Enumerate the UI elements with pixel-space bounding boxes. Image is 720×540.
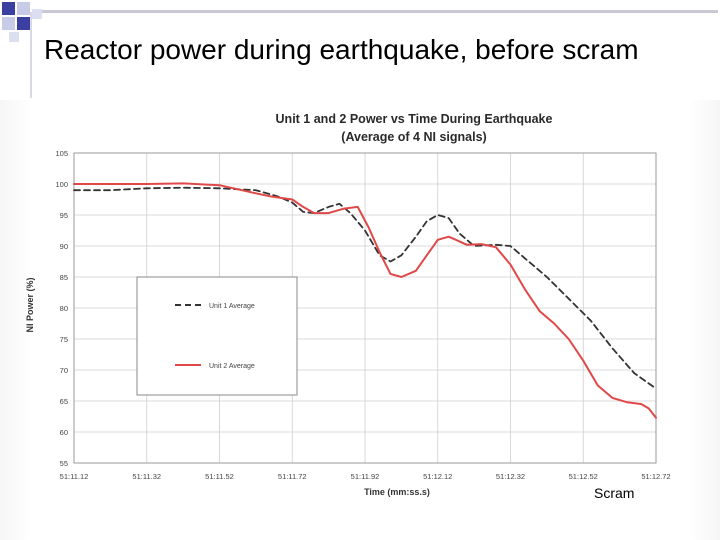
series-lines [73,182,657,419]
x-tick-label: 51:12.12 [423,472,452,481]
y-tick-label: 105 [55,149,68,158]
legend: Unit 1 Average Unit 2 Average [136,276,298,396]
y-axis-label: NI Power (%) [25,277,35,332]
legend-box [136,276,298,396]
corner-square-6 [9,32,19,42]
x-tick-label: 51:11.12 [60,472,89,481]
y-tick-label: 65 [60,397,68,406]
x-tick-label: 51:11.32 [132,472,161,481]
x-tick-label: 51:11.92 [351,472,380,481]
corner-square-1 [2,2,15,15]
x-tick-label: 51:11.72 [278,472,307,481]
plot-frame [73,152,657,464]
title-rule [42,10,718,13]
y-tick-label: 55 [60,459,68,468]
slide-background [0,100,720,540]
y-tick-label: 80 [60,304,68,313]
y-tick-label: 60 [60,428,68,437]
corner-square-3 [2,17,15,30]
slide-title: Reactor power during earthquake, before … [44,34,639,65]
x-tick-label: 51:12.72 [641,472,670,481]
scram-annotation: Scram [594,485,635,501]
x-tick-label: 51:12.52 [569,472,598,481]
x-tick-label: 51:12.32 [496,472,525,481]
x-axis-label: Time (mm:ss.s) [364,487,430,497]
y-tick-label: 75 [60,335,68,344]
title-rule-left [30,12,32,98]
axes: 55 60 65 70 75 80 85 90 95 100 105 51:11.12 51:11.32… [55,149,670,481]
y-tick-label: 85 [60,273,68,282]
corner-square-4 [17,17,30,30]
y-tick-label: 70 [60,366,68,375]
chart-subtitle: (Average of 4 NI signals) [341,130,486,144]
y-tick-label: 90 [60,242,68,251]
series-line-2 [73,182,657,419]
series-line-1 [73,186,657,390]
corner-square-5 [32,9,42,19]
y-tick-label: 95 [60,211,68,220]
legend-label: Unit 2 Average [209,363,255,370]
x-tick-label: 51:11.52 [205,472,234,481]
chart-title: Unit 1 and 2 Power vs Time During Earthq… [276,112,553,126]
corner-square-2 [17,2,30,15]
legend-label: Unit 1 Average [209,303,255,310]
y-tick-label: 100 [55,180,68,189]
